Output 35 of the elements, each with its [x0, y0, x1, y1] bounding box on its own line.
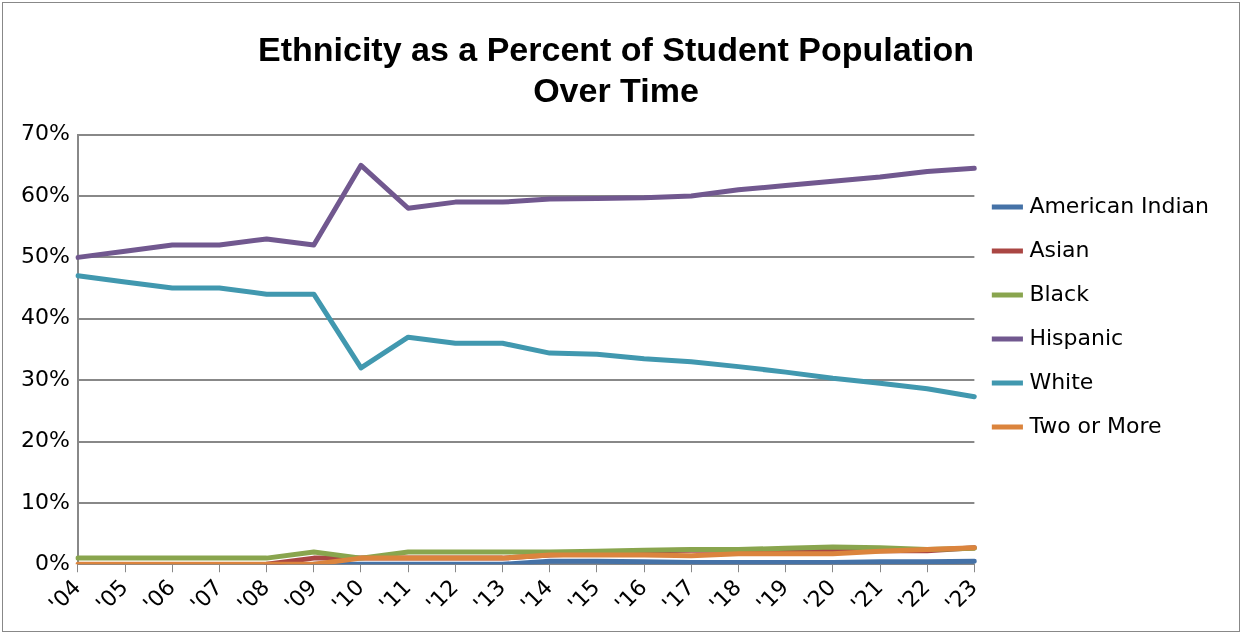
x-tick-label: '15 — [562, 574, 605, 617]
x-tick-label: '22 — [893, 574, 935, 617]
x-tick-label: '16 — [609, 574, 652, 617]
legend-label: American Indian — [1029, 192, 1209, 218]
x-tick-label: '18 — [704, 574, 747, 617]
x-tick-label: '04 — [43, 574, 86, 617]
x-tick-label: '12 — [421, 574, 463, 617]
legend-label: Two or More — [1028, 412, 1162, 438]
y-tick-label: 30% — [20, 365, 70, 391]
x-tick-label: '23 — [940, 574, 982, 617]
x-tick-label: '05 — [90, 574, 133, 617]
y-tick-label: 40% — [20, 304, 70, 330]
x-tick-label: '09 — [279, 574, 322, 617]
x-tick-label: '07 — [185, 574, 228, 617]
chart-title: Ethnicity as a Percent of Student Population Over Time — [258, 29, 974, 109]
x-tick-label: '10 — [326, 574, 369, 617]
x-tick-label: '08 — [232, 574, 275, 617]
x-tick-label: '20 — [798, 574, 841, 617]
x-tick-label: '11 — [374, 574, 416, 617]
legend-label: Asian — [1029, 236, 1090, 262]
y-tick-label: 0% — [34, 549, 70, 575]
x-tick-label: '06 — [138, 574, 180, 617]
legend-label: White — [1029, 368, 1094, 394]
x-tick-label: '19 — [751, 574, 794, 617]
x-tick-label: '14 — [515, 574, 558, 617]
y-tick-label: 50% — [20, 243, 70, 269]
y-tick-label: 10% — [20, 488, 70, 514]
legend-label: Black — [1029, 280, 1090, 306]
y-tick-label: 60% — [20, 181, 70, 207]
legend-label: Hispanic — [1029, 324, 1124, 350]
x-tick-label: '21 — [845, 574, 888, 617]
x-tick-label: '13 — [468, 574, 511, 617]
y-tick-label: 70% — [20, 120, 70, 146]
y-tick-label: 20% — [20, 427, 70, 453]
x-tick-label: '17 — [657, 574, 699, 617]
